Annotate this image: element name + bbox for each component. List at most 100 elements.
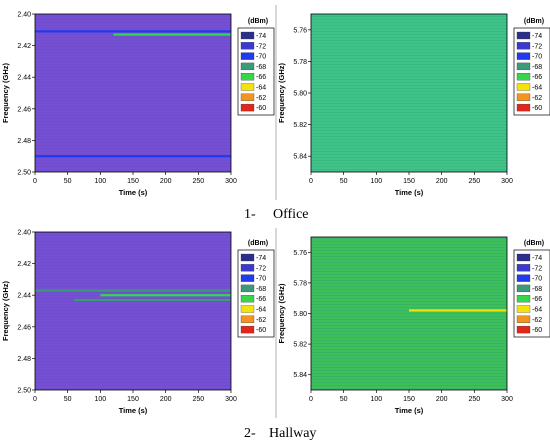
legend: (dBm) -74 -72 -70 -68 -66 -64 -62 -60 xyxy=(513,240,550,338)
legend-label: -62 xyxy=(532,95,542,102)
x-tick-label: 100 xyxy=(94,396,106,403)
x-tick-label: 250 xyxy=(468,178,480,185)
y-tick-label: 5.76 xyxy=(293,250,307,257)
legend-title: (dBm) xyxy=(524,240,544,247)
y-tick-label: 2.44 xyxy=(17,75,31,82)
legend-box xyxy=(237,27,275,116)
legend-label: -64 xyxy=(532,307,542,314)
x-tick-label: 300 xyxy=(225,396,237,403)
x-tick-label: 200 xyxy=(436,396,448,403)
y-axis-label: Frequency (GHz) xyxy=(277,283,286,344)
legend-swatch xyxy=(516,264,531,272)
y-tick-label: 5.80 xyxy=(293,311,307,318)
x-tick-label: 50 xyxy=(64,396,72,403)
legend-swatch xyxy=(516,83,531,91)
caption-hallway-label: Hallway xyxy=(269,426,316,441)
legend-label: -70 xyxy=(532,54,542,61)
panel-2: 0 50 100 150 200 250 300 5.76 5.78 5.80 5.82 5.84 Ti… xyxy=(277,13,550,197)
legend-label: -60 xyxy=(256,105,266,112)
heatmap-band-1 xyxy=(113,33,231,36)
caption-office-number: 1- xyxy=(244,207,256,222)
y-tick-label: 5.78 xyxy=(293,280,307,287)
legend-label: -66 xyxy=(532,74,542,81)
legend-swatch xyxy=(240,264,255,272)
heatmap-band-1 xyxy=(409,309,507,312)
y-tick-label: 5.78 xyxy=(293,59,307,66)
caption-office-label: Office xyxy=(273,207,309,222)
legend-label: -72 xyxy=(532,265,542,272)
y-tick-label: 2.44 xyxy=(17,293,31,300)
legend-label: -72 xyxy=(256,265,266,272)
legend: (dBm) -74 -72 -70 -68 -66 -64 -62 -60 xyxy=(237,18,275,116)
x-tick-label: 100 xyxy=(94,178,106,185)
y-tick-label: 2.42 xyxy=(17,261,31,268)
x-tick-label: 200 xyxy=(436,178,448,185)
heatmap-band-1 xyxy=(35,289,231,292)
y-tick-label: 5.82 xyxy=(293,342,307,349)
legend-swatch xyxy=(516,305,531,313)
legend-swatch xyxy=(240,305,255,313)
legend-box xyxy=(513,249,550,338)
legend-label: -70 xyxy=(256,276,266,283)
legend-swatch xyxy=(516,315,531,323)
heatmap-band-3 xyxy=(74,298,231,302)
heatmap-background xyxy=(35,232,231,390)
legend-box xyxy=(237,249,275,338)
legend-swatch xyxy=(240,73,255,81)
x-tick-label: 50 xyxy=(64,178,72,185)
heatmap-band-2 xyxy=(35,30,231,33)
legend-label: -62 xyxy=(256,317,266,324)
y-tick-label: 2.46 xyxy=(17,106,31,113)
legend-label: -68 xyxy=(532,286,542,293)
caption-hallway-number: 2- xyxy=(244,426,256,441)
heatmap-background xyxy=(311,14,507,172)
legend-label: -68 xyxy=(532,64,542,71)
legend-swatch xyxy=(240,274,255,282)
legend-label: -70 xyxy=(256,54,266,61)
legend-label: -64 xyxy=(256,307,266,314)
legend-label: -68 xyxy=(256,64,266,71)
legend-swatch xyxy=(516,103,531,112)
legend-swatch xyxy=(240,31,255,40)
x-axis-label: Time (s) xyxy=(395,188,424,197)
legend-label: -72 xyxy=(256,43,266,50)
legend-label: -60 xyxy=(256,327,266,334)
x-tick-label: 100 xyxy=(370,396,382,403)
x-tick-label: 0 xyxy=(309,396,313,403)
x-axis-label: Time (s) xyxy=(395,406,424,415)
x-tick-label: 250 xyxy=(192,396,204,403)
panel-1: 0 50 100 150 200 250 300 2.40 2.42 2.44 2.46 2.48 2.… xyxy=(1,12,275,197)
legend-label: -66 xyxy=(256,74,266,81)
legend-swatch xyxy=(516,295,531,303)
x-tick-label: 300 xyxy=(501,178,513,185)
x-tick-label: 200 xyxy=(160,396,172,403)
heatmap-band-2 xyxy=(100,294,231,297)
x-tick-label: 150 xyxy=(403,396,415,403)
x-tick-label: 150 xyxy=(403,178,415,185)
legend-label: -60 xyxy=(532,327,542,334)
legend-swatch xyxy=(240,62,255,71)
y-tick-label: 5.80 xyxy=(293,91,307,98)
legend-swatch xyxy=(240,295,255,303)
x-tick-label: 250 xyxy=(468,396,480,403)
x-tick-label: 0 xyxy=(33,396,37,403)
x-tick-label: 0 xyxy=(33,178,37,185)
legend-label: -64 xyxy=(256,85,266,92)
legend: (dBm) -74 -72 -70 -68 -66 -64 -62 -60 xyxy=(513,18,550,116)
panel-4: 0 50 100 150 200 250 300 5.76 5.78 5.80 5.82 5.84 Ti… xyxy=(277,236,550,415)
legend-swatch xyxy=(240,253,255,262)
legend-swatch xyxy=(516,93,531,101)
y-tick-label: 2.42 xyxy=(17,43,31,50)
legend-title: (dBm) xyxy=(248,18,268,25)
legend-swatch xyxy=(240,42,255,50)
y-tick-label: 5.82 xyxy=(293,122,307,129)
y-tick-label: 2.50 xyxy=(17,388,31,395)
legend-label: -74 xyxy=(532,33,542,40)
legend-swatch xyxy=(516,62,531,71)
legend-label: -64 xyxy=(532,85,542,92)
y-tick-label: 5.76 xyxy=(293,27,307,34)
legend-swatch xyxy=(240,103,255,112)
legend-swatch xyxy=(240,52,255,60)
legend-swatch xyxy=(516,52,531,60)
